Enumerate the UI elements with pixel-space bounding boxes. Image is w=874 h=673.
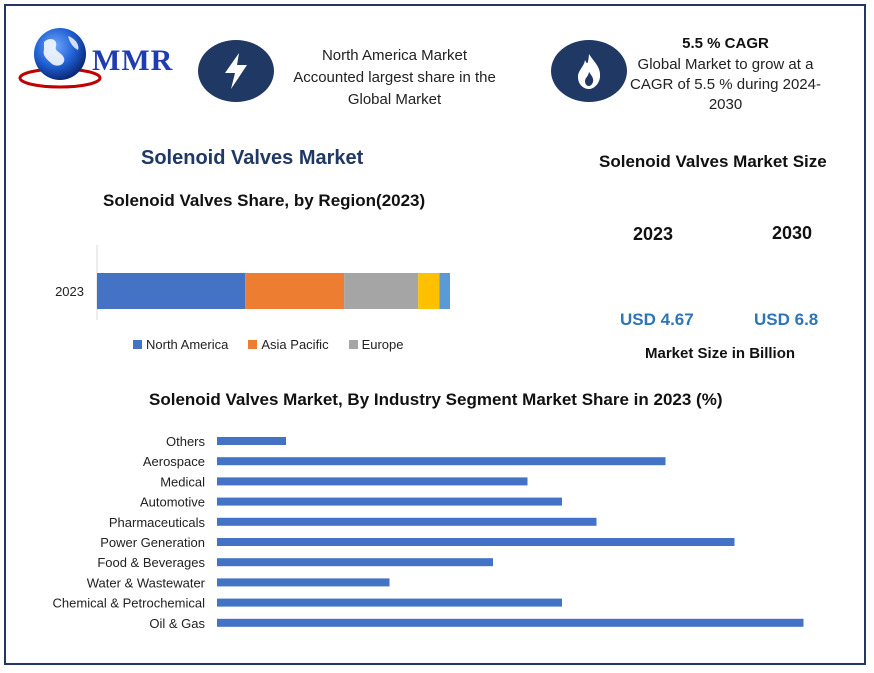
region-legend: North America Asia Pacific Europe bbox=[133, 337, 404, 352]
flame-icon-badge bbox=[551, 40, 627, 102]
segment-bar bbox=[217, 497, 562, 506]
region-category-label: 2023 bbox=[55, 284, 84, 299]
segment-bar bbox=[217, 538, 735, 546]
year-2023: 2023 bbox=[633, 224, 674, 244]
segment-bar bbox=[217, 457, 666, 466]
segment-label: Water & Wastewater bbox=[87, 575, 206, 590]
region-chart-title: Solenoid Valves Share, by Region(2023) bbox=[103, 191, 426, 210]
market-title: Solenoid Valves Market bbox=[141, 147, 364, 169]
segment-label: Automotive bbox=[140, 495, 205, 510]
segment-bar bbox=[217, 437, 286, 445]
legend-swatch bbox=[133, 340, 142, 349]
cagr-line1: Global Market to grow at a bbox=[637, 56, 814, 73]
segment-chart-title: Solenoid Valves Market, By Industry Segm… bbox=[149, 390, 723, 409]
cagr-title: 5.5 % CAGR bbox=[682, 35, 769, 52]
outer-frame bbox=[4, 4, 866, 665]
legend-item-2: Europe bbox=[348, 337, 404, 352]
segment-bar bbox=[217, 618, 804, 627]
year-2030: 2030 bbox=[772, 223, 813, 243]
region-chart: 2023 bbox=[55, 245, 450, 320]
info1-line1: North America Market bbox=[321, 47, 468, 64]
legend-item-0: North America bbox=[133, 337, 228, 352]
region-bar-segment-2 bbox=[344, 273, 419, 309]
segment-label: Oil & Gas bbox=[149, 616, 205, 631]
region-bar-segment-1 bbox=[245, 273, 345, 309]
legend-item-1: Asia Pacific bbox=[248, 337, 329, 352]
market-size-title: Solenoid Valves Market Size bbox=[599, 152, 827, 171]
segment-label: Chemical & Petrochemical bbox=[53, 596, 206, 611]
info1-line2: Accounted largest share in the bbox=[293, 69, 496, 86]
market-size-unit: Market Size in Billion bbox=[645, 345, 796, 362]
legend-label: North America bbox=[146, 337, 229, 352]
legend-label: Asia Pacific bbox=[261, 337, 329, 352]
lightning-icon bbox=[225, 53, 247, 89]
segment-label: Aerospace bbox=[143, 454, 205, 469]
region-bar-segment-3 bbox=[418, 273, 440, 309]
legend-swatch bbox=[248, 340, 258, 349]
legend-label: Europe bbox=[361, 337, 404, 352]
lightning-icon-badge bbox=[198, 40, 274, 102]
segment-bar bbox=[217, 517, 597, 526]
globe-icon bbox=[18, 28, 102, 89]
segment-bar bbox=[217, 558, 493, 567]
legend-swatch bbox=[348, 340, 358, 349]
value-2023: USD 4.67 bbox=[620, 310, 694, 329]
segment-bar bbox=[217, 578, 390, 587]
segment-chart: Others Aerospace Medical Automotive Pharmace… bbox=[53, 434, 804, 631]
logo: MMR bbox=[18, 22, 183, 92]
segment-label: Medical bbox=[160, 474, 205, 489]
info-north-america: North America Market Accounted largest s… bbox=[272, 45, 517, 111]
region-bar-segment-0 bbox=[97, 273, 246, 309]
logo-text: MMR bbox=[92, 44, 174, 77]
cagr-line3: 2030 bbox=[708, 96, 743, 113]
info1-line3: Global Market bbox=[347, 91, 442, 108]
cagr-line2: CAGR of 5.5 % during 2024- bbox=[630, 76, 821, 93]
segment-label: Others bbox=[166, 434, 206, 449]
segment-label: Power Generation bbox=[100, 535, 205, 550]
segment-bar bbox=[217, 477, 528, 486]
region-bar-segment-4 bbox=[439, 273, 450, 309]
segment-label: Food & Beverages bbox=[97, 555, 205, 570]
segment-label: Pharmaceuticals bbox=[109, 515, 206, 530]
segment-bar bbox=[217, 598, 562, 607]
info-cagr: 5.5 % CAGR Global Market to grow at a CA… bbox=[623, 35, 828, 115]
value-2030: USD 6.8 bbox=[754, 310, 819, 329]
flame-icon bbox=[578, 54, 601, 89]
